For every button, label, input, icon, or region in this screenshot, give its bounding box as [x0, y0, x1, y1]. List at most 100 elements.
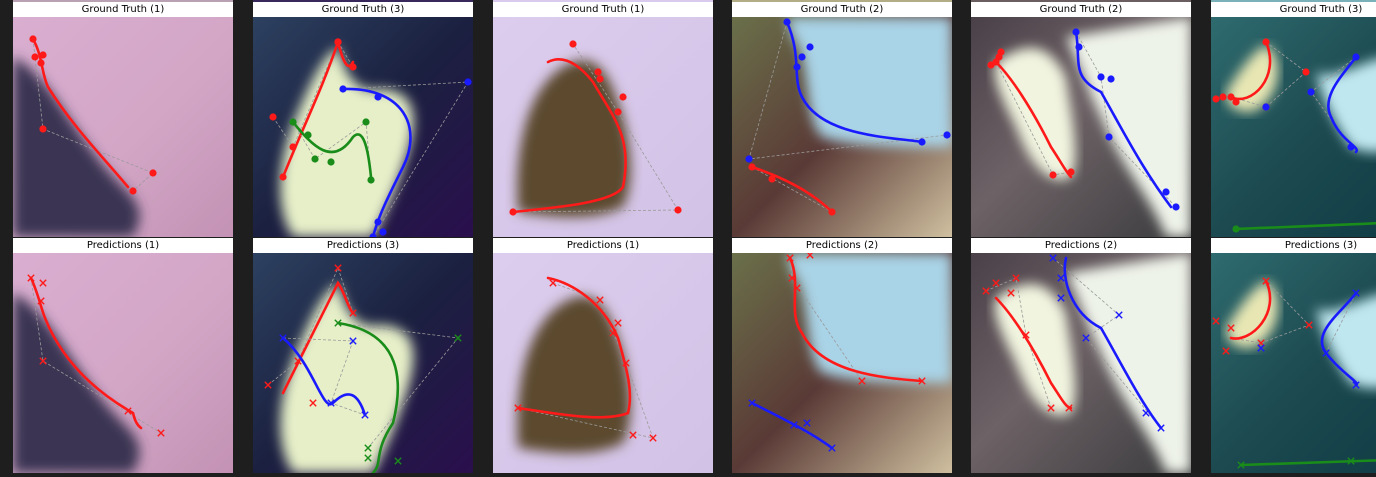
- control-point-marker: [379, 228, 387, 236]
- curve-r: [750, 165, 834, 214]
- shape-region: [1226, 281, 1278, 348]
- predicted-point-marker: [1237, 461, 1245, 469]
- control-point-marker: [1049, 171, 1057, 179]
- predicted-point-marker: [1262, 277, 1270, 285]
- control-point-marker: [995, 53, 1003, 61]
- panel-image: [13, 253, 233, 473]
- control-point-marker: [369, 233, 377, 237]
- curve-r: [511, 58, 627, 214]
- predicted-point-marker: [1227, 324, 1235, 332]
- panel-image: [732, 17, 952, 237]
- predicted-point-marker: [1047, 404, 1055, 412]
- control-point-marker: [1097, 73, 1105, 81]
- predicted-point-marker: [394, 457, 402, 465]
- predicted-point-marker: [39, 357, 47, 365]
- control-point-marker: [1262, 38, 1270, 46]
- control-point-marker: [304, 131, 312, 139]
- control-point-marker: [1067, 168, 1075, 176]
- panel-image: [493, 17, 713, 237]
- control-point-marker: [1352, 53, 1360, 61]
- curve-r: [1229, 279, 1272, 340]
- control-point-marker: [1075, 43, 1083, 51]
- control-point-marker: [311, 155, 319, 163]
- predicted-point-marker: [454, 334, 462, 342]
- curve-r: [516, 276, 632, 419]
- shape-region: [1066, 253, 1191, 473]
- control-point-marker: [674, 206, 682, 214]
- control-point-marker: [1227, 93, 1235, 101]
- control-point-marker: [1302, 68, 1310, 76]
- shape-region: [787, 17, 952, 147]
- predicted-point-marker: [596, 296, 604, 304]
- control-point-marker: [918, 138, 926, 146]
- control-polygon: [1052, 257, 1162, 429]
- control-point-marker: [374, 218, 382, 226]
- panel-title: Ground Truth (1): [493, 2, 713, 17]
- control-point-marker: [1219, 93, 1227, 101]
- predicted-point-marker: [364, 454, 372, 462]
- control-point-marker: [31, 53, 39, 61]
- predicted-point-marker: [788, 274, 796, 282]
- predicted-point-marker: [1352, 289, 1360, 297]
- control-point-marker: [614, 108, 622, 116]
- predicted-point-marker: [622, 359, 630, 367]
- curve-r: [281, 40, 340, 179]
- predicted-point-marker: [124, 407, 132, 415]
- predicted-point-marker: [1082, 334, 1090, 342]
- control-point-marker: [943, 131, 951, 139]
- predicted-point-marker: [1007, 289, 1015, 297]
- panel-title: Predictions (3): [1211, 238, 1376, 253]
- control-polygon: [30, 277, 162, 434]
- predicted-point-marker: [614, 319, 622, 327]
- predicted-point-marker: [264, 381, 272, 389]
- panel-image: [493, 253, 713, 473]
- curve-g: [1234, 222, 1376, 231]
- control-point-marker: [1172, 203, 1180, 211]
- top-stripe: [253, 0, 473, 3]
- control-point-marker: [509, 208, 517, 216]
- shape-region: [787, 253, 952, 383]
- predicted-point-marker: [1212, 317, 1220, 325]
- control-polygon: [282, 337, 366, 416]
- top-stripe: [13, 0, 233, 3]
- control-point-marker: [1072, 28, 1080, 36]
- predicted-point-marker: [1115, 311, 1123, 319]
- curve-g: [291, 120, 373, 179]
- control-point-marker: [289, 118, 297, 126]
- curve-b: [341, 87, 412, 237]
- predicted-point-marker: [349, 337, 357, 345]
- predicted-point-marker: [992, 279, 1000, 287]
- predicted-point-marker: [1157, 424, 1165, 432]
- control-point-marker: [374, 93, 382, 101]
- panel-image: [1211, 17, 1376, 237]
- predicted-point-marker: [793, 284, 801, 292]
- top-stripe: [493, 0, 713, 3]
- control-point-marker: [39, 51, 47, 59]
- curve-b: [785, 20, 924, 144]
- control-point-marker: [745, 155, 753, 163]
- shape-region: [13, 57, 140, 237]
- control-polygon: [1230, 280, 1310, 344]
- curve-r: [1229, 40, 1272, 101]
- predicted-point-marker: [1347, 457, 1355, 465]
- shape-region: [994, 283, 1076, 416]
- top-stripe: [732, 0, 952, 3]
- control-point-marker: [798, 53, 806, 61]
- predicted-point-marker: [27, 274, 35, 282]
- panel-title: Ground Truth (2): [732, 2, 952, 17]
- control-point-marker: [29, 35, 37, 43]
- control-point-marker: [596, 75, 604, 83]
- predicted-point-marker: [334, 319, 342, 327]
- curve-r: [994, 296, 1073, 410]
- predicted-point-marker: [309, 399, 317, 407]
- curve-r: [994, 60, 1073, 179]
- panel-title: Ground Truth (1): [13, 2, 233, 17]
- control-point-marker: [367, 176, 375, 184]
- panel-image: [1211, 253, 1376, 473]
- control-polygon: [985, 277, 1052, 409]
- control-point-marker: [1105, 133, 1113, 141]
- shape-region: [1226, 45, 1278, 112]
- control-point-marker: [828, 208, 836, 216]
- predicted-point-marker: [982, 287, 990, 295]
- predicted-point-marker: [349, 309, 357, 317]
